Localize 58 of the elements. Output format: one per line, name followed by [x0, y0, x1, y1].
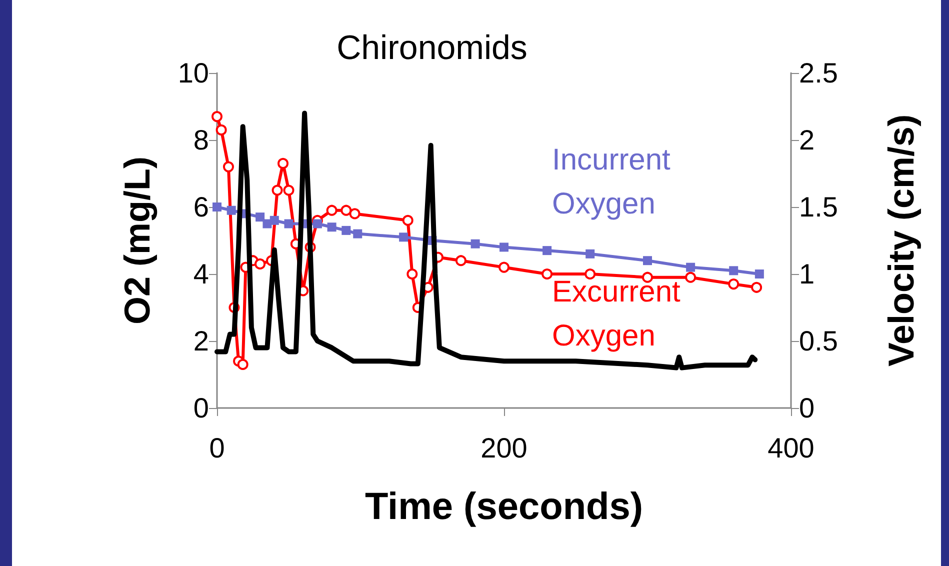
point	[751, 282, 762, 293]
point	[312, 219, 322, 228]
point	[270, 216, 279, 225]
point	[254, 258, 266, 270]
point	[212, 111, 222, 122]
point	[326, 204, 338, 216]
point	[455, 255, 466, 266]
y-tick-label: 4	[193, 258, 209, 290]
point	[349, 208, 360, 220]
point	[222, 161, 234, 172]
point	[402, 214, 414, 226]
point	[498, 262, 510, 273]
point	[500, 242, 508, 252]
y-tick-label: 6	[193, 192, 209, 222]
point	[340, 204, 352, 216]
point	[685, 272, 696, 283]
point	[542, 246, 552, 256]
x-tick-label: 200	[480, 432, 528, 464]
point	[728, 278, 740, 290]
point	[278, 158, 289, 169]
point	[586, 249, 595, 258]
point	[342, 226, 351, 235]
point	[643, 256, 652, 266]
point	[327, 222, 336, 232]
y2-axis-title: Velocity (cm/s)	[880, 114, 922, 367]
y2-tick-label: 0	[799, 392, 815, 424]
y-tick-label: 10	[178, 58, 209, 88]
point	[729, 266, 738, 276]
y2-tick-label: 0.5	[799, 326, 838, 356]
point	[283, 184, 294, 196]
y-axis-title: O2 (mg/L)	[116, 156, 158, 324]
y-tick-label: 8	[193, 124, 209, 156]
chart-title: Chironomids	[336, 29, 528, 67]
y2-tick-label: 2	[799, 124, 815, 156]
point	[406, 268, 418, 280]
point	[237, 358, 248, 370]
point	[353, 229, 362, 238]
point	[226, 206, 236, 215]
point	[256, 212, 265, 222]
point	[470, 239, 480, 248]
point	[584, 268, 596, 280]
y2-tick-label: 1.5	[799, 192, 838, 222]
y-tick-label: 0	[193, 392, 209, 424]
point	[272, 184, 283, 196]
series-label: Excurrent Oxygen	[552, 276, 682, 352]
y2-tick-label: 1	[799, 258, 815, 290]
point	[686, 262, 696, 272]
point	[284, 219, 294, 228]
y2-tick-label: 2.5	[799, 58, 838, 88]
series-label: Incurrent Oxygen	[552, 144, 672, 220]
point	[216, 124, 227, 136]
point	[212, 202, 222, 212]
point	[399, 232, 408, 242]
point	[542, 268, 553, 280]
x-tick-label: 400	[768, 432, 814, 464]
y-tick-label: 2	[193, 326, 209, 356]
point	[754, 270, 764, 278]
x-axis-title: Time (seconds)	[364, 486, 644, 528]
